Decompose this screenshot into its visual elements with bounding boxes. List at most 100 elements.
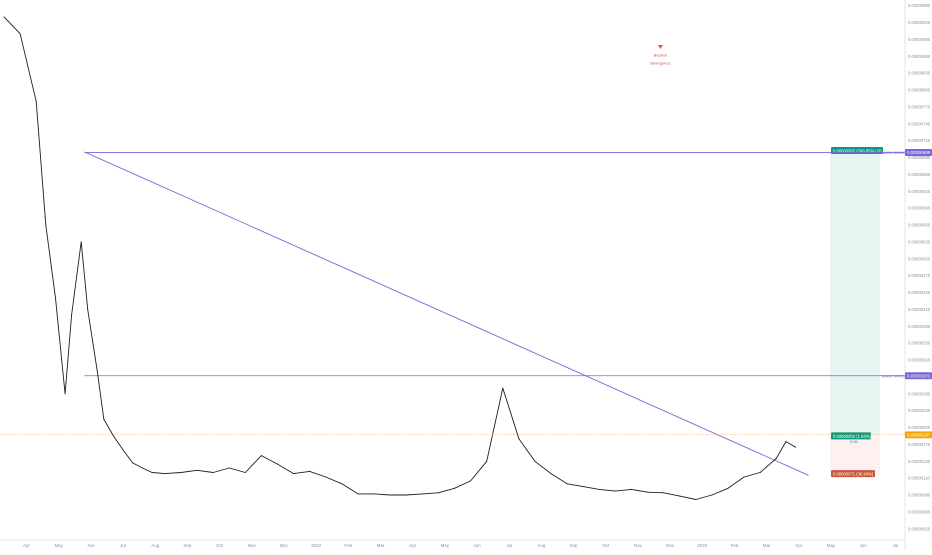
x-tick-label: Jun bbox=[860, 543, 868, 548]
y-tick-label: 0.00000740 bbox=[908, 121, 931, 126]
price-point bbox=[518, 438, 520, 440]
price-point bbox=[325, 476, 327, 478]
price-point bbox=[630, 488, 632, 490]
y-tick-label: 0.00000200 bbox=[908, 425, 931, 430]
x-tick-label: Jul bbox=[892, 543, 898, 548]
price-series bbox=[3, 16, 797, 500]
entry-label-2: 0.00 bbox=[850, 439, 859, 444]
price-point bbox=[614, 490, 616, 492]
price-point bbox=[122, 449, 124, 451]
price-point bbox=[45, 224, 47, 226]
y-tick-label: 0.00000050 bbox=[908, 509, 931, 514]
divergence-arrow-icon bbox=[657, 45, 663, 49]
price-point bbox=[775, 457, 777, 459]
x-tick-label: Apr bbox=[795, 543, 803, 548]
price-point bbox=[566, 483, 568, 485]
y-tick-label: 0.00000020 bbox=[908, 526, 931, 531]
price-point bbox=[103, 418, 105, 420]
x-tick-label: Dec bbox=[280, 543, 289, 548]
trend-lines[interactable]: MAIN TARGET 2 MAIN TARGET 1 bbox=[84, 150, 913, 476]
y-tick-label: 0.00000290 bbox=[908, 374, 931, 379]
x-tick-label: 2022 bbox=[311, 543, 322, 548]
y-tick-label: 0.00000500 bbox=[908, 256, 931, 261]
x-axis[interactable]: Apr May Jun Jul Aug Sep Oct Nov Dec 2022 Feb Mar Apr… bbox=[0, 539, 905, 548]
price-point bbox=[582, 486, 584, 488]
price-point bbox=[647, 491, 649, 493]
price-point bbox=[437, 492, 439, 494]
price-point bbox=[743, 476, 745, 478]
y-tick-label: 0.00000260 bbox=[908, 391, 931, 396]
price-point bbox=[212, 472, 214, 473]
price-point bbox=[795, 446, 797, 448]
price-point bbox=[454, 487, 455, 489]
y-axis[interactable]: 0.00000689 0.00000292 0.00000187 0.00000950… bbox=[904, 0, 932, 550]
downtrend-line[interactable] bbox=[84, 151, 809, 476]
price-point bbox=[228, 467, 230, 469]
price-point bbox=[54, 297, 56, 299]
price-point bbox=[96, 370, 98, 372]
price-point bbox=[132, 462, 134, 464]
x-tick-label: May bbox=[54, 543, 63, 548]
price-point bbox=[759, 472, 761, 473]
price-point bbox=[389, 494, 391, 496]
price-point bbox=[534, 460, 536, 462]
y-tick-label: 0.00000110 bbox=[908, 476, 930, 481]
y-tick-label: 0.00000530 bbox=[908, 239, 931, 244]
y-tick-label: 0.00000650 bbox=[908, 172, 931, 177]
x-tick-label: May bbox=[827, 543, 836, 548]
price-point bbox=[80, 241, 82, 243]
x-tick-label: Dec bbox=[666, 543, 675, 548]
y-tick-label: 0.00000320 bbox=[908, 358, 931, 363]
price-point bbox=[180, 472, 182, 473]
y-tick-label: 0.00000890 bbox=[908, 37, 931, 42]
position-tool[interactable]: 0.00000502 (268.85%) 20,415 0.00000004 (1… bbox=[830, 146, 891, 478]
stop-label-box bbox=[831, 470, 875, 478]
x-tick-label: Oct bbox=[216, 543, 224, 548]
price-point bbox=[727, 487, 729, 489]
annotation-2: Divergence bbox=[650, 61, 671, 66]
x-tick-label: Feb bbox=[731, 543, 739, 548]
y-tick-label: 0.00000560 bbox=[908, 223, 931, 228]
y-tick-label: 0.00000860 bbox=[908, 54, 931, 59]
price-point bbox=[164, 473, 166, 475]
x-tick-label: 2023 bbox=[697, 543, 708, 548]
x-tick-label: Jun bbox=[87, 543, 95, 548]
y-tick-label: 0.00000230 bbox=[908, 408, 931, 413]
price-point bbox=[260, 455, 262, 457]
y-tick-label: 0.00000350 bbox=[908, 341, 931, 346]
annotations: Bearish Divergence bbox=[650, 45, 671, 66]
price-point bbox=[87, 308, 89, 310]
y-tick-label: 0.00000620 bbox=[908, 189, 931, 194]
price-point bbox=[470, 480, 472, 482]
y-tick-label: 0.00000770 bbox=[908, 104, 931, 109]
price-point bbox=[357, 493, 359, 495]
price-point bbox=[277, 463, 279, 465]
price-point bbox=[785, 441, 787, 443]
x-tick-label: Jul bbox=[506, 543, 512, 548]
y-tick-label: 0.00000830 bbox=[908, 71, 931, 76]
annotation-1: Bearish bbox=[654, 52, 668, 57]
x-tick-label: Aug bbox=[537, 543, 546, 548]
x-tick-label: Sep bbox=[183, 543, 192, 548]
x-tick-label: Nov bbox=[248, 543, 257, 548]
price-point bbox=[35, 100, 37, 102]
target-price-2: 0.00000292 bbox=[907, 374, 931, 379]
price-point bbox=[405, 494, 407, 496]
price-point bbox=[293, 473, 295, 475]
target-price-1: 0.00000689 bbox=[907, 150, 931, 155]
target-price-box-2 bbox=[905, 372, 932, 380]
price-point bbox=[112, 435, 114, 437]
price-point bbox=[679, 495, 681, 497]
x-tick-label: Aug bbox=[151, 543, 160, 548]
price-point bbox=[502, 387, 504, 389]
x-tick-label: Sep bbox=[570, 543, 579, 548]
y-tick-label: 0.00000410 bbox=[908, 307, 931, 312]
stop-zone[interactable] bbox=[830, 434, 880, 474]
target-zone[interactable] bbox=[830, 152, 880, 435]
stop-label: 0.00000071 (36.94%) 79 bbox=[833, 472, 880, 477]
entry-label-box bbox=[831, 432, 871, 440]
x-tick-label: Nov bbox=[634, 543, 643, 548]
y-tick-label: 0.00000140 bbox=[908, 459, 931, 464]
